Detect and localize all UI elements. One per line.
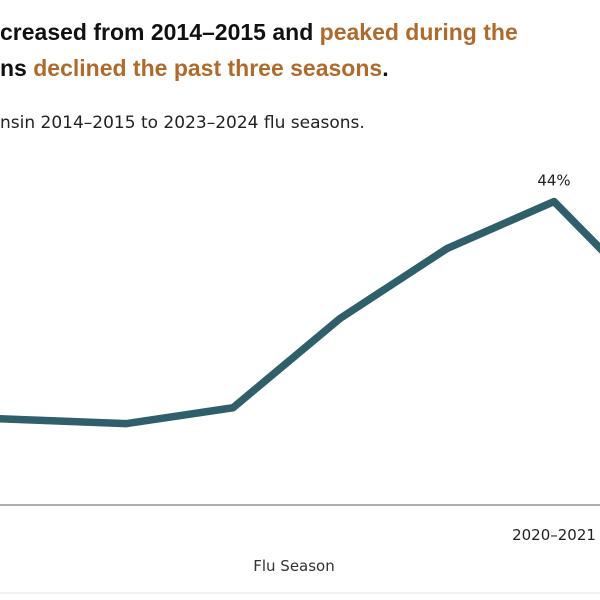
- headline-segment: .: [382, 55, 389, 81]
- data-point: [550, 198, 558, 206]
- data-point: [336, 314, 344, 322]
- chart-headline: creased from 2014–2015 and peaked during…: [0, 14, 600, 86]
- chart-subtitle: nsin 2014–2015 to 2023–2024 flu seasons.: [0, 113, 365, 133]
- data-label-peak: 44%: [537, 172, 570, 190]
- headline-segment: declined the past three seasons: [33, 55, 383, 81]
- headline-segment: creased from 2014–2015 and: [0, 19, 320, 45]
- data-point: [229, 404, 237, 412]
- x-axis-title: Flu Season: [253, 557, 335, 575]
- series-line: [0, 197, 600, 428]
- data-point: [15, 416, 23, 423]
- headline-line-1: creased from 2014–2015 and peaked during…: [0, 14, 600, 50]
- data-point: [122, 420, 130, 428]
- x-tick-label: 2020–2021: [512, 526, 596, 544]
- data-point: [443, 245, 451, 253]
- headline-segment: peaked during the: [319, 19, 518, 45]
- headline-segment: ns: [0, 55, 34, 81]
- bottom-divider: [0, 592, 600, 594]
- headline-line-2: ns declined the past three seasons.: [0, 50, 600, 86]
